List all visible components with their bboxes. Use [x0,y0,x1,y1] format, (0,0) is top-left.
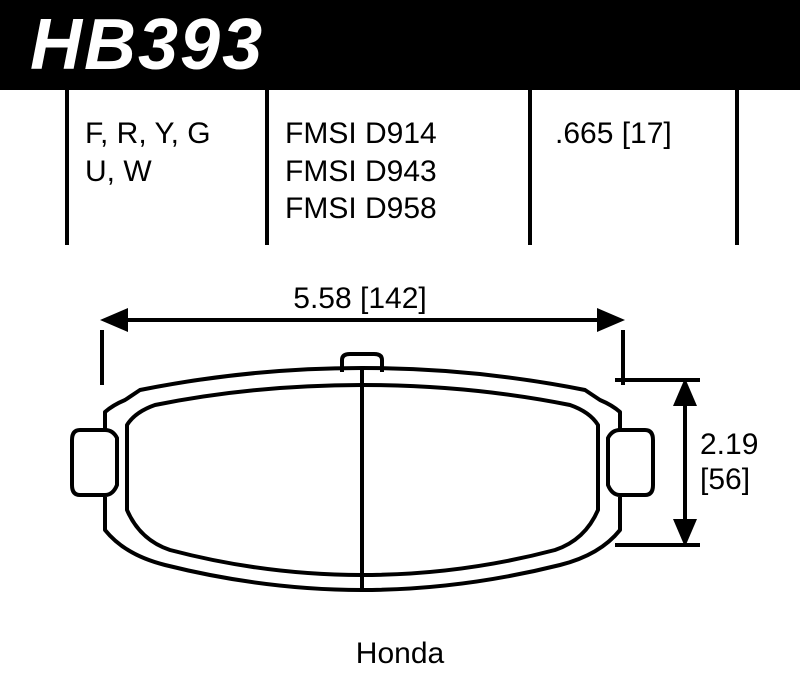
height-dimension-arrow [615,378,700,547]
brake-pad-outline [72,354,653,590]
brake-pad-diagram [0,0,800,691]
